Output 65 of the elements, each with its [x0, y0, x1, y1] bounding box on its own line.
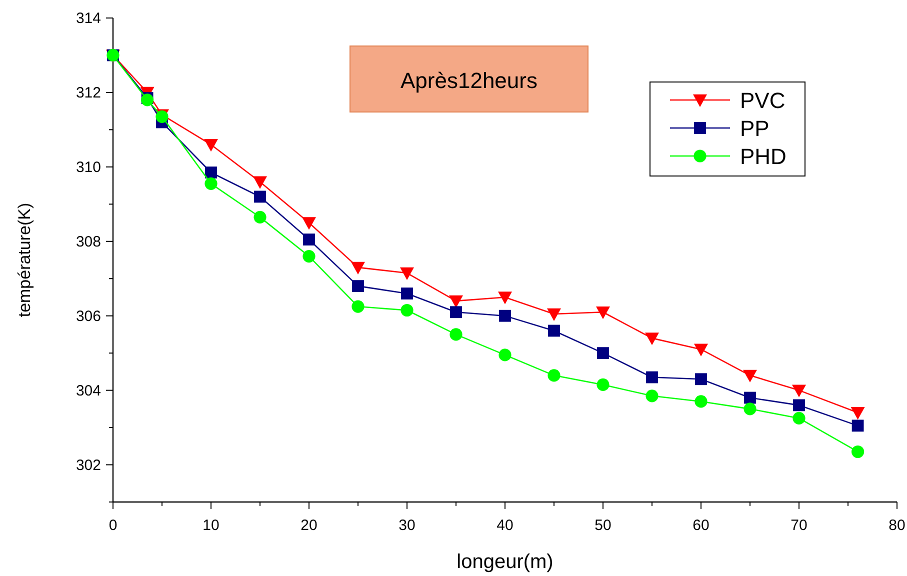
- point: [351, 262, 365, 274]
- legend-label: PVC: [740, 88, 786, 113]
- point: [596, 378, 610, 392]
- point: [450, 328, 462, 341]
- point: [302, 217, 316, 230]
- point: [352, 280, 364, 292]
- point: [449, 295, 463, 308]
- x-tick-label: 10: [202, 517, 220, 534]
- point: [597, 347, 609, 360]
- legend-label: PP: [740, 116, 770, 141]
- point: [548, 324, 560, 337]
- y-tick-label: 314: [76, 10, 101, 27]
- point: [450, 306, 462, 318]
- point: [793, 399, 805, 412]
- x-tick-label: 50: [594, 517, 612, 534]
- legend-label: PHD: [740, 144, 786, 169]
- point: [254, 210, 266, 224]
- point: [547, 308, 561, 321]
- point: [743, 370, 757, 382]
- point: [204, 177, 218, 190]
- point: [141, 94, 154, 106]
- point: [852, 445, 864, 458]
- y-tick-label: 306: [76, 308, 101, 325]
- point: [303, 234, 315, 246]
- x-tick-label: 70: [790, 517, 808, 534]
- point: [302, 250, 316, 263]
- point: [850, 407, 865, 420]
- point: [548, 369, 560, 382]
- point: [792, 384, 806, 398]
- x-tick-label: 30: [398, 517, 416, 534]
- point: [744, 402, 756, 416]
- point: [400, 304, 414, 317]
- point: [744, 392, 756, 404]
- y-tick-label: 302: [76, 456, 101, 474]
- x-tick-label: 60: [692, 517, 710, 534]
- x-tick-label: 20: [300, 517, 318, 534]
- point: [401, 288, 413, 300]
- point: [498, 348, 512, 362]
- y-axis-title: température(K): [15, 202, 34, 318]
- x-axis-title: longeur(m): [456, 551, 554, 573]
- point: [694, 395, 708, 408]
- point: [694, 344, 708, 356]
- point: [695, 373, 707, 386]
- point: [498, 292, 512, 304]
- x-tick-label: 80: [888, 517, 906, 534]
- x-tick-label: 40: [496, 517, 514, 534]
- point: [499, 310, 511, 322]
- point: [253, 176, 267, 189]
- point: [792, 412, 806, 425]
- point: [254, 190, 266, 203]
- point: [204, 138, 218, 152]
- y-tick-label: 310: [76, 158, 101, 176]
- point: [205, 166, 217, 178]
- y-tick-label: 312: [76, 84, 101, 102]
- point: [852, 420, 864, 432]
- y-tick-label: 308: [76, 233, 101, 250]
- point: [400, 267, 414, 280]
- point: [596, 306, 610, 320]
- x-tick-label: 0: [108, 517, 118, 534]
- point: [352, 300, 364, 313]
- point: [645, 332, 659, 346]
- point: [646, 371, 658, 384]
- point: [646, 390, 658, 402]
- y-tick-label: 304: [76, 382, 101, 400]
- text: Après12heurs: [400, 68, 538, 93]
